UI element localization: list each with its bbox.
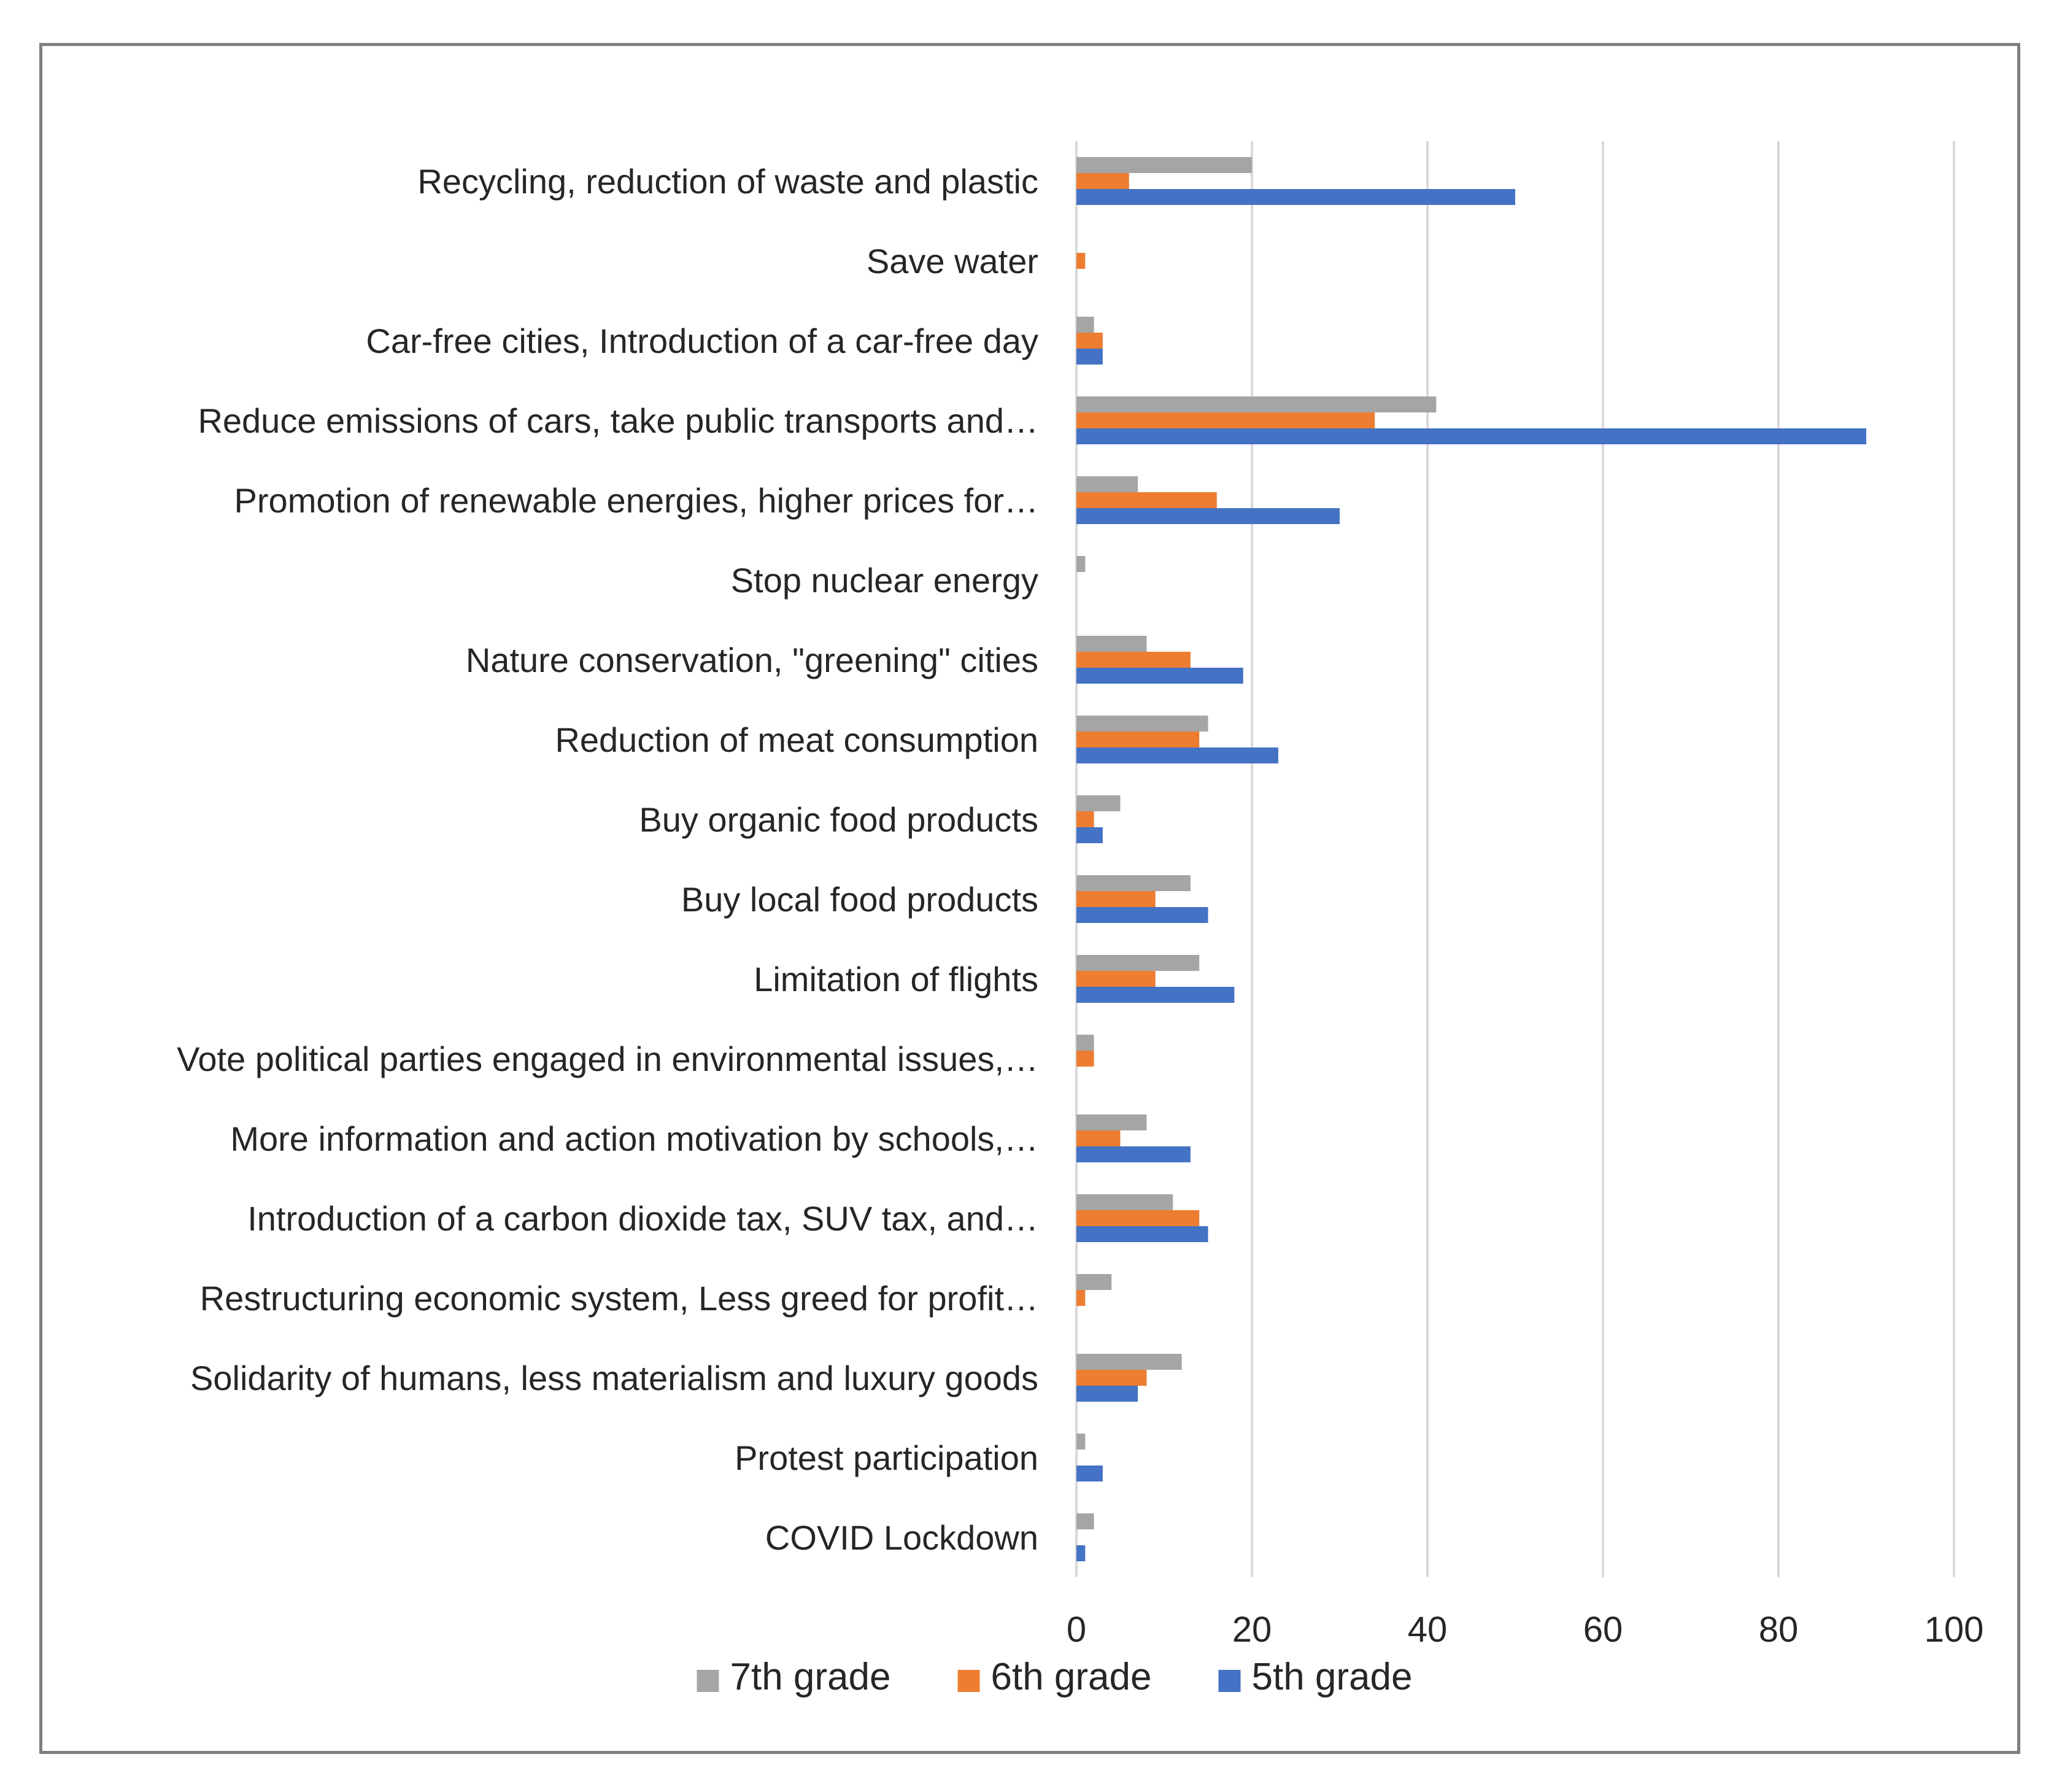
category-label: Introduction of a carbon dioxide tax, SU…: [247, 1199, 1038, 1238]
category-label: Recycling, reduction of waste and plasti…: [417, 162, 1038, 201]
bar-6th-grade: [1076, 412, 1375, 428]
x-tick-label-20: 20: [1232, 1610, 1272, 1650]
legend-swatch-6th-grade: [957, 1670, 980, 1692]
legend-swatch-7th-grade: [697, 1670, 719, 1692]
bar-7th-grade: [1076, 1434, 1086, 1450]
bar-chart: Recycling, reduction of waste and plasti…: [177, 141, 1984, 1698]
category-label: Car-free cities, Introduction of a car-f…: [366, 322, 1038, 360]
gridlines: [1075, 141, 1955, 1577]
bar-7th-grade: [1076, 875, 1191, 891]
bar-6th-grade: [1076, 1130, 1121, 1146]
bar-6th-grade: [1076, 1370, 1147, 1386]
legend-label-6th-grade: 6th grade: [991, 1656, 1152, 1698]
bar-5th-grade: [1076, 1386, 1138, 1402]
bar-7th-grade: [1076, 795, 1121, 811]
bar-6th-grade: [1076, 811, 1094, 827]
legend-label-7th-grade: 7th grade: [730, 1656, 891, 1698]
bar-5th-grade: [1076, 1545, 1086, 1561]
category-label: Nature conservation, "greening" cities: [466, 641, 1038, 679]
category-label: Stop nuclear energy: [731, 561, 1038, 600]
bar-5th-grade: [1076, 1146, 1191, 1162]
category-label: Promotion of renewable energies, higher …: [234, 481, 1038, 520]
category-label: More information and action motivation b…: [230, 1119, 1038, 1158]
bar-5th-grade: [1076, 189, 1515, 205]
bar-5th-grade: [1076, 668, 1243, 684]
category-label: Vote political parties engaged in enviro…: [177, 1040, 1038, 1078]
x-axis-ticks: 0 20 40 60 80 100: [1067, 1610, 1984, 1650]
category-labels: Recycling, reduction of waste and plasti…: [177, 162, 1038, 1557]
bar-5th-grade: [1076, 349, 1103, 365]
bar-7th-grade: [1076, 1274, 1112, 1290]
bar-5th-grade: [1076, 508, 1340, 524]
bar-7th-grade: [1076, 1354, 1182, 1370]
bar-7th-grade: [1076, 556, 1086, 572]
bar-6th-grade: [1076, 891, 1156, 907]
category-label: Reduction of meat consumption: [555, 720, 1038, 759]
bar-5th-grade: [1076, 747, 1278, 763]
chart-frame: Recycling, reduction of waste and plasti…: [39, 43, 2020, 1754]
category-label: Buy local food products: [681, 880, 1038, 919]
bar-5th-grade: [1076, 907, 1208, 923]
bar-7th-grade: [1076, 716, 1208, 732]
bar-7th-grade: [1076, 1513, 1094, 1529]
bar-5th-grade: [1076, 1226, 1208, 1242]
bar-7th-grade: [1076, 1114, 1147, 1130]
x-tick-label-0: 0: [1067, 1610, 1086, 1650]
bar-6th-grade: [1076, 492, 1217, 508]
bar-6th-grade: [1076, 732, 1200, 747]
x-tick-label-80: 80: [1759, 1610, 1799, 1650]
bar-7th-grade: [1076, 476, 1138, 492]
bar-7th-grade: [1076, 955, 1200, 971]
category-label: Buy organic food products: [639, 800, 1038, 839]
bar-5th-grade: [1076, 1466, 1103, 1481]
legend-swatch-5th-grade: [1218, 1670, 1241, 1692]
bar-6th-grade: [1076, 1290, 1086, 1306]
bar-6th-grade: [1076, 971, 1156, 987]
legend-label-5th-grade: 5th grade: [1252, 1656, 1413, 1698]
bar-5th-grade: [1076, 428, 1866, 444]
bar-6th-grade: [1076, 173, 1129, 189]
bar-7th-grade: [1076, 1035, 1094, 1051]
legend: 7th grade 6th grade 5th grade: [697, 1656, 1413, 1698]
bar-6th-grade: [1076, 1210, 1200, 1226]
bar-7th-grade: [1076, 1194, 1173, 1210]
category-label: Solidarity of humans, less materialism a…: [190, 1359, 1038, 1397]
bar-7th-grade: [1076, 396, 1437, 412]
category-label: COVID Lockdown: [765, 1518, 1038, 1557]
x-tick-label-40: 40: [1408, 1610, 1448, 1650]
bar-6th-grade: [1076, 1051, 1094, 1067]
x-tick-label-100: 100: [1925, 1610, 1984, 1650]
category-label: Save water: [867, 242, 1038, 280]
x-tick-label-60: 60: [1583, 1610, 1623, 1650]
category-label: Restructuring economic system, Less gree…: [200, 1279, 1038, 1318]
category-label: Protest participation: [735, 1439, 1038, 1477]
bar-7th-grade: [1076, 317, 1094, 333]
bar-5th-grade: [1076, 827, 1103, 843]
bar-6th-grade: [1076, 253, 1086, 269]
category-label: Reduce emissions of cars, take public tr…: [198, 401, 1038, 440]
bar-6th-grade: [1076, 333, 1103, 349]
bar-5th-grade: [1076, 987, 1235, 1003]
bar-6th-grade: [1076, 652, 1191, 668]
bars: [1076, 157, 1866, 1561]
category-label: Limitation of flights: [754, 960, 1038, 998]
bar-7th-grade: [1076, 157, 1252, 173]
bar-7th-grade: [1076, 636, 1147, 652]
